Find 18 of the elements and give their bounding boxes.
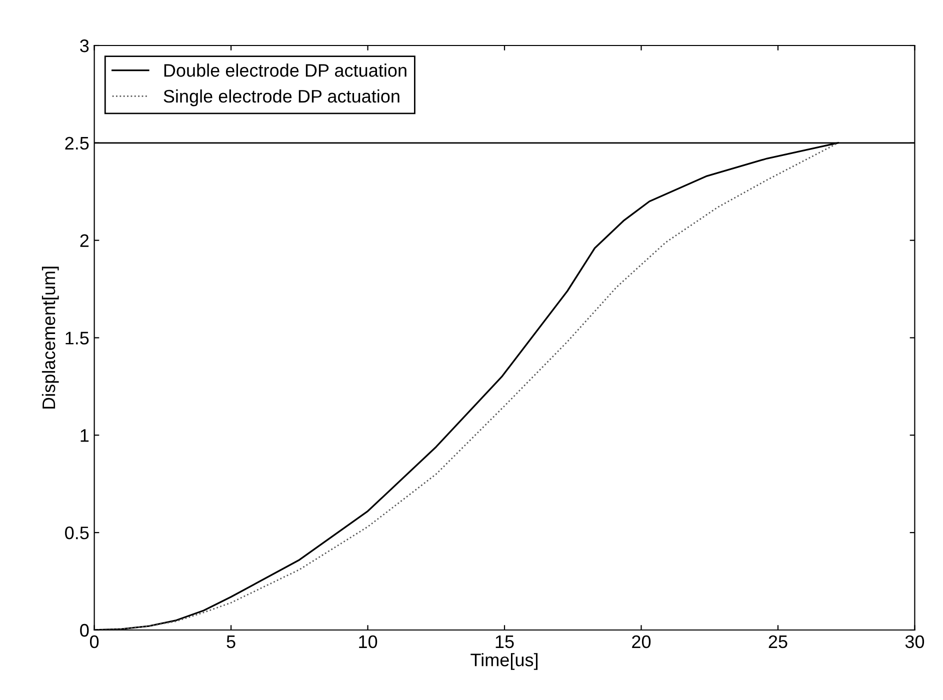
x-tick-label: 15	[496, 636, 514, 648]
x-tick-label: 25	[768, 635, 788, 648]
x-axis-title: Time[us]	[470, 653, 538, 670]
x-tick-label: 5	[226, 636, 236, 648]
y-tick-label: 1.5	[66, 332, 89, 344]
y-tick-label: 0.5	[65, 526, 89, 540]
y-tick-label: 1	[80, 429, 89, 442]
y-tick-label: 2.5	[65, 136, 89, 150]
x-tick-label: 20	[632, 635, 651, 648]
y-tick-label: 2	[80, 234, 89, 247]
legend-label: Double electrode DP actuation	[164, 64, 406, 77]
x-tick-label: 30	[905, 635, 924, 648]
y-tick-label: 3	[80, 39, 89, 52]
y-axis-title: Displacement[um]	[42, 266, 59, 409]
x-tick-label: 0	[90, 635, 99, 648]
legend-label: Single electrode DP actuation	[164, 89, 400, 106]
y-tick-label: 0	[80, 624, 89, 637]
x-tick-label: 10	[359, 635, 378, 648]
